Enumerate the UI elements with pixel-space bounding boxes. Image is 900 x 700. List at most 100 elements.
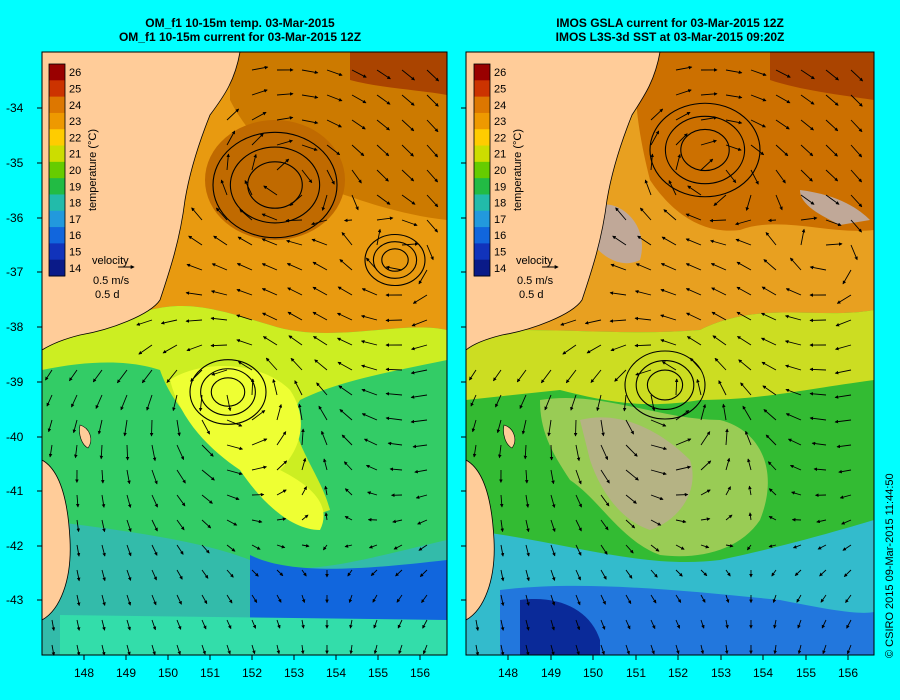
right-current-vector xyxy=(675,89,692,96)
left-current-vector xyxy=(343,218,353,223)
left-current-vector xyxy=(72,419,78,434)
left-eddy-ring xyxy=(189,359,267,425)
left-current-vector xyxy=(339,259,353,271)
left-current-vector xyxy=(344,544,353,548)
right-current-vector xyxy=(475,619,480,631)
left-current-vector xyxy=(412,444,428,449)
left-current-vector xyxy=(244,180,253,196)
left-current-vector xyxy=(343,461,353,471)
right-current-vector xyxy=(773,644,777,655)
right-panel-title: IMOS GSLA current for 03-Mar-2015 12Z IM… xyxy=(460,16,880,44)
left-current-vector xyxy=(294,380,303,396)
left-current-vector xyxy=(341,232,353,246)
left-current-vector xyxy=(76,544,81,557)
left-current-vector xyxy=(410,419,428,424)
left-current-vector xyxy=(101,619,106,631)
left-current-vector xyxy=(301,543,310,548)
right-eddy-ring xyxy=(646,369,684,401)
left-current-vector xyxy=(45,369,53,381)
left-current-vector xyxy=(351,119,366,130)
right-current-vector xyxy=(600,619,606,630)
left-lon-tick-label: 155 xyxy=(368,666,388,680)
right-current-vector xyxy=(811,441,827,446)
right-current-vector xyxy=(710,263,727,271)
right-hottest-water xyxy=(770,52,874,100)
left-current-vector xyxy=(201,569,209,579)
right-current-vector xyxy=(700,158,714,171)
left-current-vector xyxy=(101,644,106,656)
right-colorbar-tick-label: 19 xyxy=(494,181,506,193)
right-current-vector xyxy=(797,644,802,655)
left-current-vector xyxy=(201,494,213,504)
left-current-vector xyxy=(251,544,261,550)
left-colorbar-tick-label: 22 xyxy=(69,132,81,144)
left-current-vector xyxy=(385,391,403,396)
left-current-vector xyxy=(368,544,378,549)
right-current-vector xyxy=(625,419,634,435)
left-current-vector xyxy=(126,519,132,533)
right-current-vector xyxy=(825,69,839,81)
right-current-vector xyxy=(768,544,777,548)
right-colorbar-tick-label: 18 xyxy=(494,198,506,210)
left-current-vector xyxy=(397,619,403,629)
right-current-vector xyxy=(813,467,827,472)
left-current-vector xyxy=(213,235,228,246)
left-current-vector xyxy=(101,494,106,508)
left-current-vector xyxy=(251,465,267,471)
right-colorbar-swatch xyxy=(474,243,490,261)
left-current-vector xyxy=(363,438,378,446)
right-current-vector xyxy=(736,336,752,346)
right-current-vector xyxy=(825,94,839,106)
right-colorbar-swatch xyxy=(474,145,490,163)
right-eddy-ring xyxy=(680,128,730,172)
left-current-vector xyxy=(376,216,394,221)
left-current-vector xyxy=(261,288,278,296)
lat-tick-label: -34 xyxy=(6,101,24,115)
right-current-vector xyxy=(675,438,692,446)
left-current-vector xyxy=(336,337,353,346)
left-current-vector xyxy=(401,119,415,132)
left-current-vector xyxy=(201,419,210,435)
left-lon-tick-label: 153 xyxy=(284,666,304,680)
left-current-vector xyxy=(176,469,186,484)
right-current-vector xyxy=(816,519,827,524)
left-current-vector xyxy=(337,361,353,371)
right-current-vector xyxy=(820,594,827,603)
right-current-vector xyxy=(800,169,813,182)
left-current-vector xyxy=(301,169,313,184)
left-land-mainland xyxy=(42,52,241,351)
right-current-vector xyxy=(516,369,527,383)
lat-tick-label: -37 xyxy=(6,265,24,279)
right-current-vector xyxy=(674,378,679,396)
left-current-vector xyxy=(324,485,328,496)
right-current-vector xyxy=(547,419,552,437)
right-current-vector xyxy=(700,116,718,121)
right-colorbar-tick-label: 25 xyxy=(494,83,506,95)
left-colorbar-swatch xyxy=(49,194,65,212)
right-colorbar-swatch xyxy=(474,194,490,212)
left-current-vector xyxy=(226,469,243,476)
right-colorbar-tick-label: 22 xyxy=(494,132,506,144)
left-current-vector xyxy=(126,619,131,631)
right-current-vector xyxy=(789,257,802,271)
left-current-vector xyxy=(226,569,234,578)
left-current-vector xyxy=(422,644,428,655)
left-current-vector xyxy=(351,194,359,211)
left-current-vector xyxy=(151,619,157,631)
right-current-vector xyxy=(761,286,777,296)
left-current-vector xyxy=(176,619,182,630)
right-current-vector xyxy=(765,434,777,446)
right-current-vector xyxy=(635,263,652,271)
left-current-vector xyxy=(426,119,439,133)
right-current-vector xyxy=(650,519,662,526)
left-velocity-label: velocity xyxy=(92,255,129,267)
left-current-vector xyxy=(326,94,343,102)
right-current-vector xyxy=(519,394,527,409)
left-current-vector xyxy=(387,441,403,446)
right-current-vector xyxy=(700,92,718,96)
right-current-vector xyxy=(725,486,731,496)
left-lon-tick-label: 150 xyxy=(158,666,178,680)
right-current-vector xyxy=(809,265,827,271)
left-colorbar-tick-label: 26 xyxy=(69,67,81,79)
left-current-vector xyxy=(226,130,236,146)
